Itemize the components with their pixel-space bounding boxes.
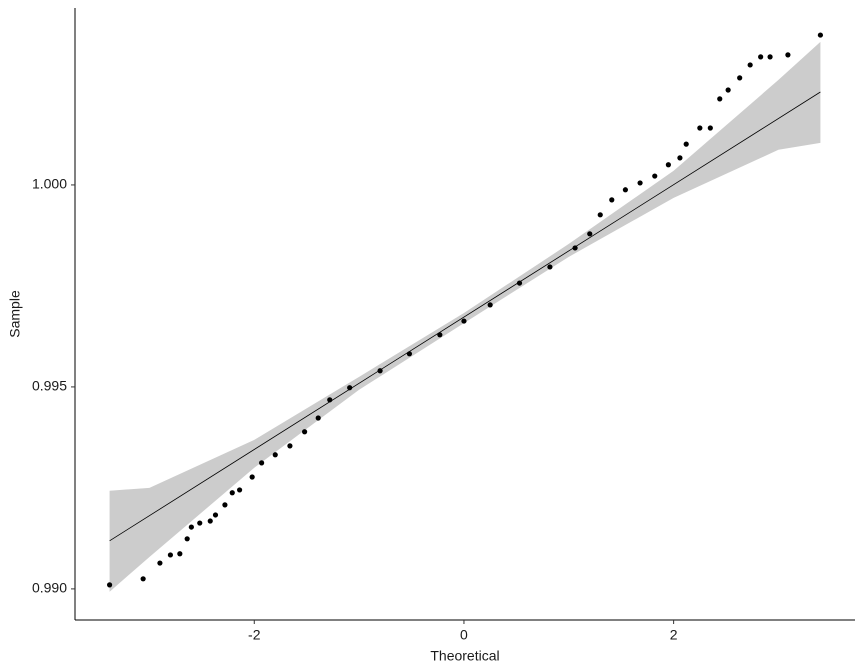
point: [597, 212, 603, 218]
point: [747, 62, 753, 68]
point: [301, 429, 308, 435]
point: [315, 415, 321, 421]
point: [406, 351, 413, 357]
point: [140, 576, 146, 582]
point: [683, 141, 689, 147]
point: [487, 302, 493, 308]
point: [249, 474, 255, 480]
point: [229, 490, 235, 496]
point: [725, 87, 731, 93]
y-tick-label: 0.990: [32, 580, 67, 596]
point: [665, 162, 671, 168]
y-tick-label: 0.995: [32, 378, 67, 394]
point: [737, 75, 743, 81]
x-tick-label: 2: [670, 627, 678, 643]
point: [437, 332, 443, 338]
point: [461, 318, 467, 324]
point: [222, 502, 228, 508]
point: [167, 552, 174, 558]
x-tick-label: -2: [248, 627, 261, 643]
point: [637, 180, 643, 186]
point: [188, 524, 194, 530]
point: [212, 512, 219, 518]
point: [259, 460, 265, 466]
point: [572, 245, 578, 251]
point: [758, 54, 764, 60]
point: [622, 187, 629, 193]
x-tick-label: 0: [460, 627, 468, 643]
point: [767, 54, 773, 60]
point: [157, 560, 163, 566]
y-tick-label: 1.000: [32, 176, 67, 192]
point: [707, 125, 713, 131]
point: [106, 582, 113, 588]
point: [516, 280, 523, 286]
x-axis-title: Theoretical: [430, 648, 499, 664]
point: [327, 397, 333, 403]
point: [177, 551, 183, 557]
point: [717, 96, 723, 102]
point: [377, 368, 383, 374]
point: [207, 518, 213, 524]
point: [272, 452, 278, 458]
point: [547, 264, 553, 270]
point: [677, 155, 683, 161]
point: [347, 385, 353, 391]
point: [197, 520, 203, 526]
point: [785, 52, 791, 58]
point: [587, 231, 593, 237]
point: [817, 32, 824, 38]
point: [697, 125, 703, 131]
point: [652, 173, 658, 179]
y-axis-title: Sample: [7, 290, 23, 338]
point: [287, 443, 293, 449]
point: [236, 487, 243, 493]
reference-line: [109, 91, 821, 542]
point: [184, 536, 190, 542]
point: [609, 197, 615, 203]
